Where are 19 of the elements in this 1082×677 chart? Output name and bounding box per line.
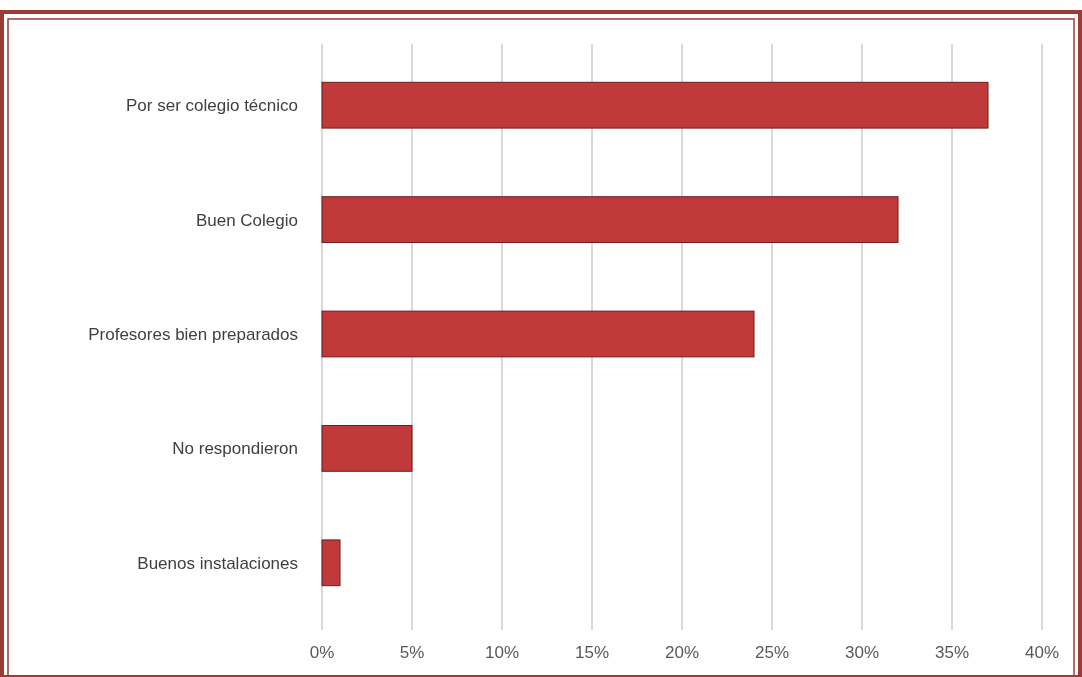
y-tick-label: Por ser colegio técnico (126, 96, 298, 116)
x-tick-label: 15% (574, 643, 610, 662)
y-tick-label: No respondieron (172, 439, 298, 459)
bar (321, 81, 989, 129)
x-tick-label: 5% (399, 643, 425, 662)
y-tick-label: Buen Colegio (195, 210, 298, 230)
bar (321, 196, 899, 243)
x-tick-label: 20% (664, 643, 700, 662)
y-tick-label: Buenos instalaciones (137, 553, 298, 573)
y-tick-label: Profesores bien preparados (88, 324, 298, 344)
x-tick-label: 25% (754, 643, 790, 662)
bar (321, 310, 755, 358)
x-tick-label: 10% (484, 643, 520, 662)
bar (321, 539, 341, 587)
x-tick-label: 30% (844, 643, 880, 662)
x-tick-label: 35% (934, 643, 970, 662)
x-tick-label: 0% (309, 643, 335, 662)
bar (321, 425, 413, 472)
x-tick-label: 40% (1024, 643, 1060, 662)
